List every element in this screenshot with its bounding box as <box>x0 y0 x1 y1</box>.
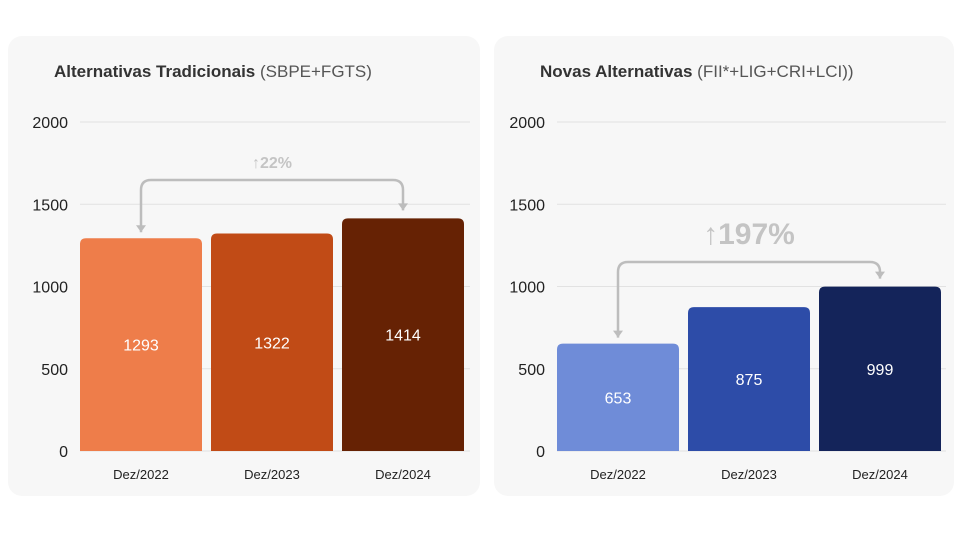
bar-chart-novas: 0 500 1000 1500 2000 653 Dez/2022 875 Dez/2023 99… <box>509 115 946 482</box>
bar-value-label: 875 <box>736 372 763 389</box>
y-tick-label: 1000 <box>509 280 545 297</box>
bar-chart-tradicionais: 0 500 1000 1500 2000 1293 Dez/2022 1322 Dez/2023… <box>32 115 470 482</box>
y-tick-label: 2000 <box>32 115 68 132</box>
arrow-head <box>136 225 146 233</box>
y-tick-label: 1500 <box>509 197 545 214</box>
bar <box>211 233 333 451</box>
x-tick-label: Dez/2022 <box>590 467 646 482</box>
arrow-head <box>398 203 408 211</box>
chart-panel-tradicionais: Alternativas Tradicionais (SBPE+FGTS) 0 5… <box>8 36 480 496</box>
y-tick-label: 0 <box>536 444 545 461</box>
chart-panel-novas: Novas Alternativas (FII*+LIG+CRI+LCI)) 0… <box>494 36 954 496</box>
growth-arrow <box>139 178 405 233</box>
y-tick-label: 500 <box>518 362 545 379</box>
bar <box>688 307 810 451</box>
x-tick-label: Dez/2022 <box>113 467 169 482</box>
chart-title-bold: Novas Alternativas <box>540 62 693 81</box>
x-tick-label: Dez/2023 <box>721 467 777 482</box>
bar-value-label: 653 <box>605 390 632 407</box>
bar-value-label: 1322 <box>254 335 290 352</box>
chart-title: Novas Alternativas (FII*+LIG+CRI+LCI)) <box>540 62 954 82</box>
y-tick-label: 500 <box>41 362 68 379</box>
bar <box>557 343 679 451</box>
growth-arrow <box>616 260 882 338</box>
bar <box>819 286 941 451</box>
y-tick-label: 0 <box>59 444 68 461</box>
bar-value-label: 1414 <box>385 328 421 345</box>
bar <box>342 218 464 451</box>
growth-label: ↑197% <box>703 218 795 251</box>
bar-value-label: 999 <box>867 362 894 379</box>
bar <box>80 238 202 451</box>
x-tick-label: Dez/2024 <box>375 467 431 482</box>
arrow-head <box>613 330 623 338</box>
chart-title: Alternativas Tradicionais (SBPE+FGTS) <box>54 62 480 82</box>
y-tick-label: 1500 <box>32 197 68 214</box>
chart-title-sub: (SBPE+FGTS) <box>259 62 372 81</box>
chart-title-sub: (FII*+LIG+CRI+LCI)) <box>697 62 854 81</box>
x-tick-label: Dez/2024 <box>852 467 908 482</box>
y-tick-label: 1000 <box>32 280 68 297</box>
chart-title-bold: Alternativas Tradicionais <box>54 62 256 81</box>
y-tick-label: 2000 <box>509 115 545 132</box>
bar-value-label: 1293 <box>123 338 159 355</box>
arrow-head <box>875 271 885 279</box>
growth-label: ↑22% <box>252 155 292 172</box>
x-tick-label: Dez/2023 <box>244 467 300 482</box>
